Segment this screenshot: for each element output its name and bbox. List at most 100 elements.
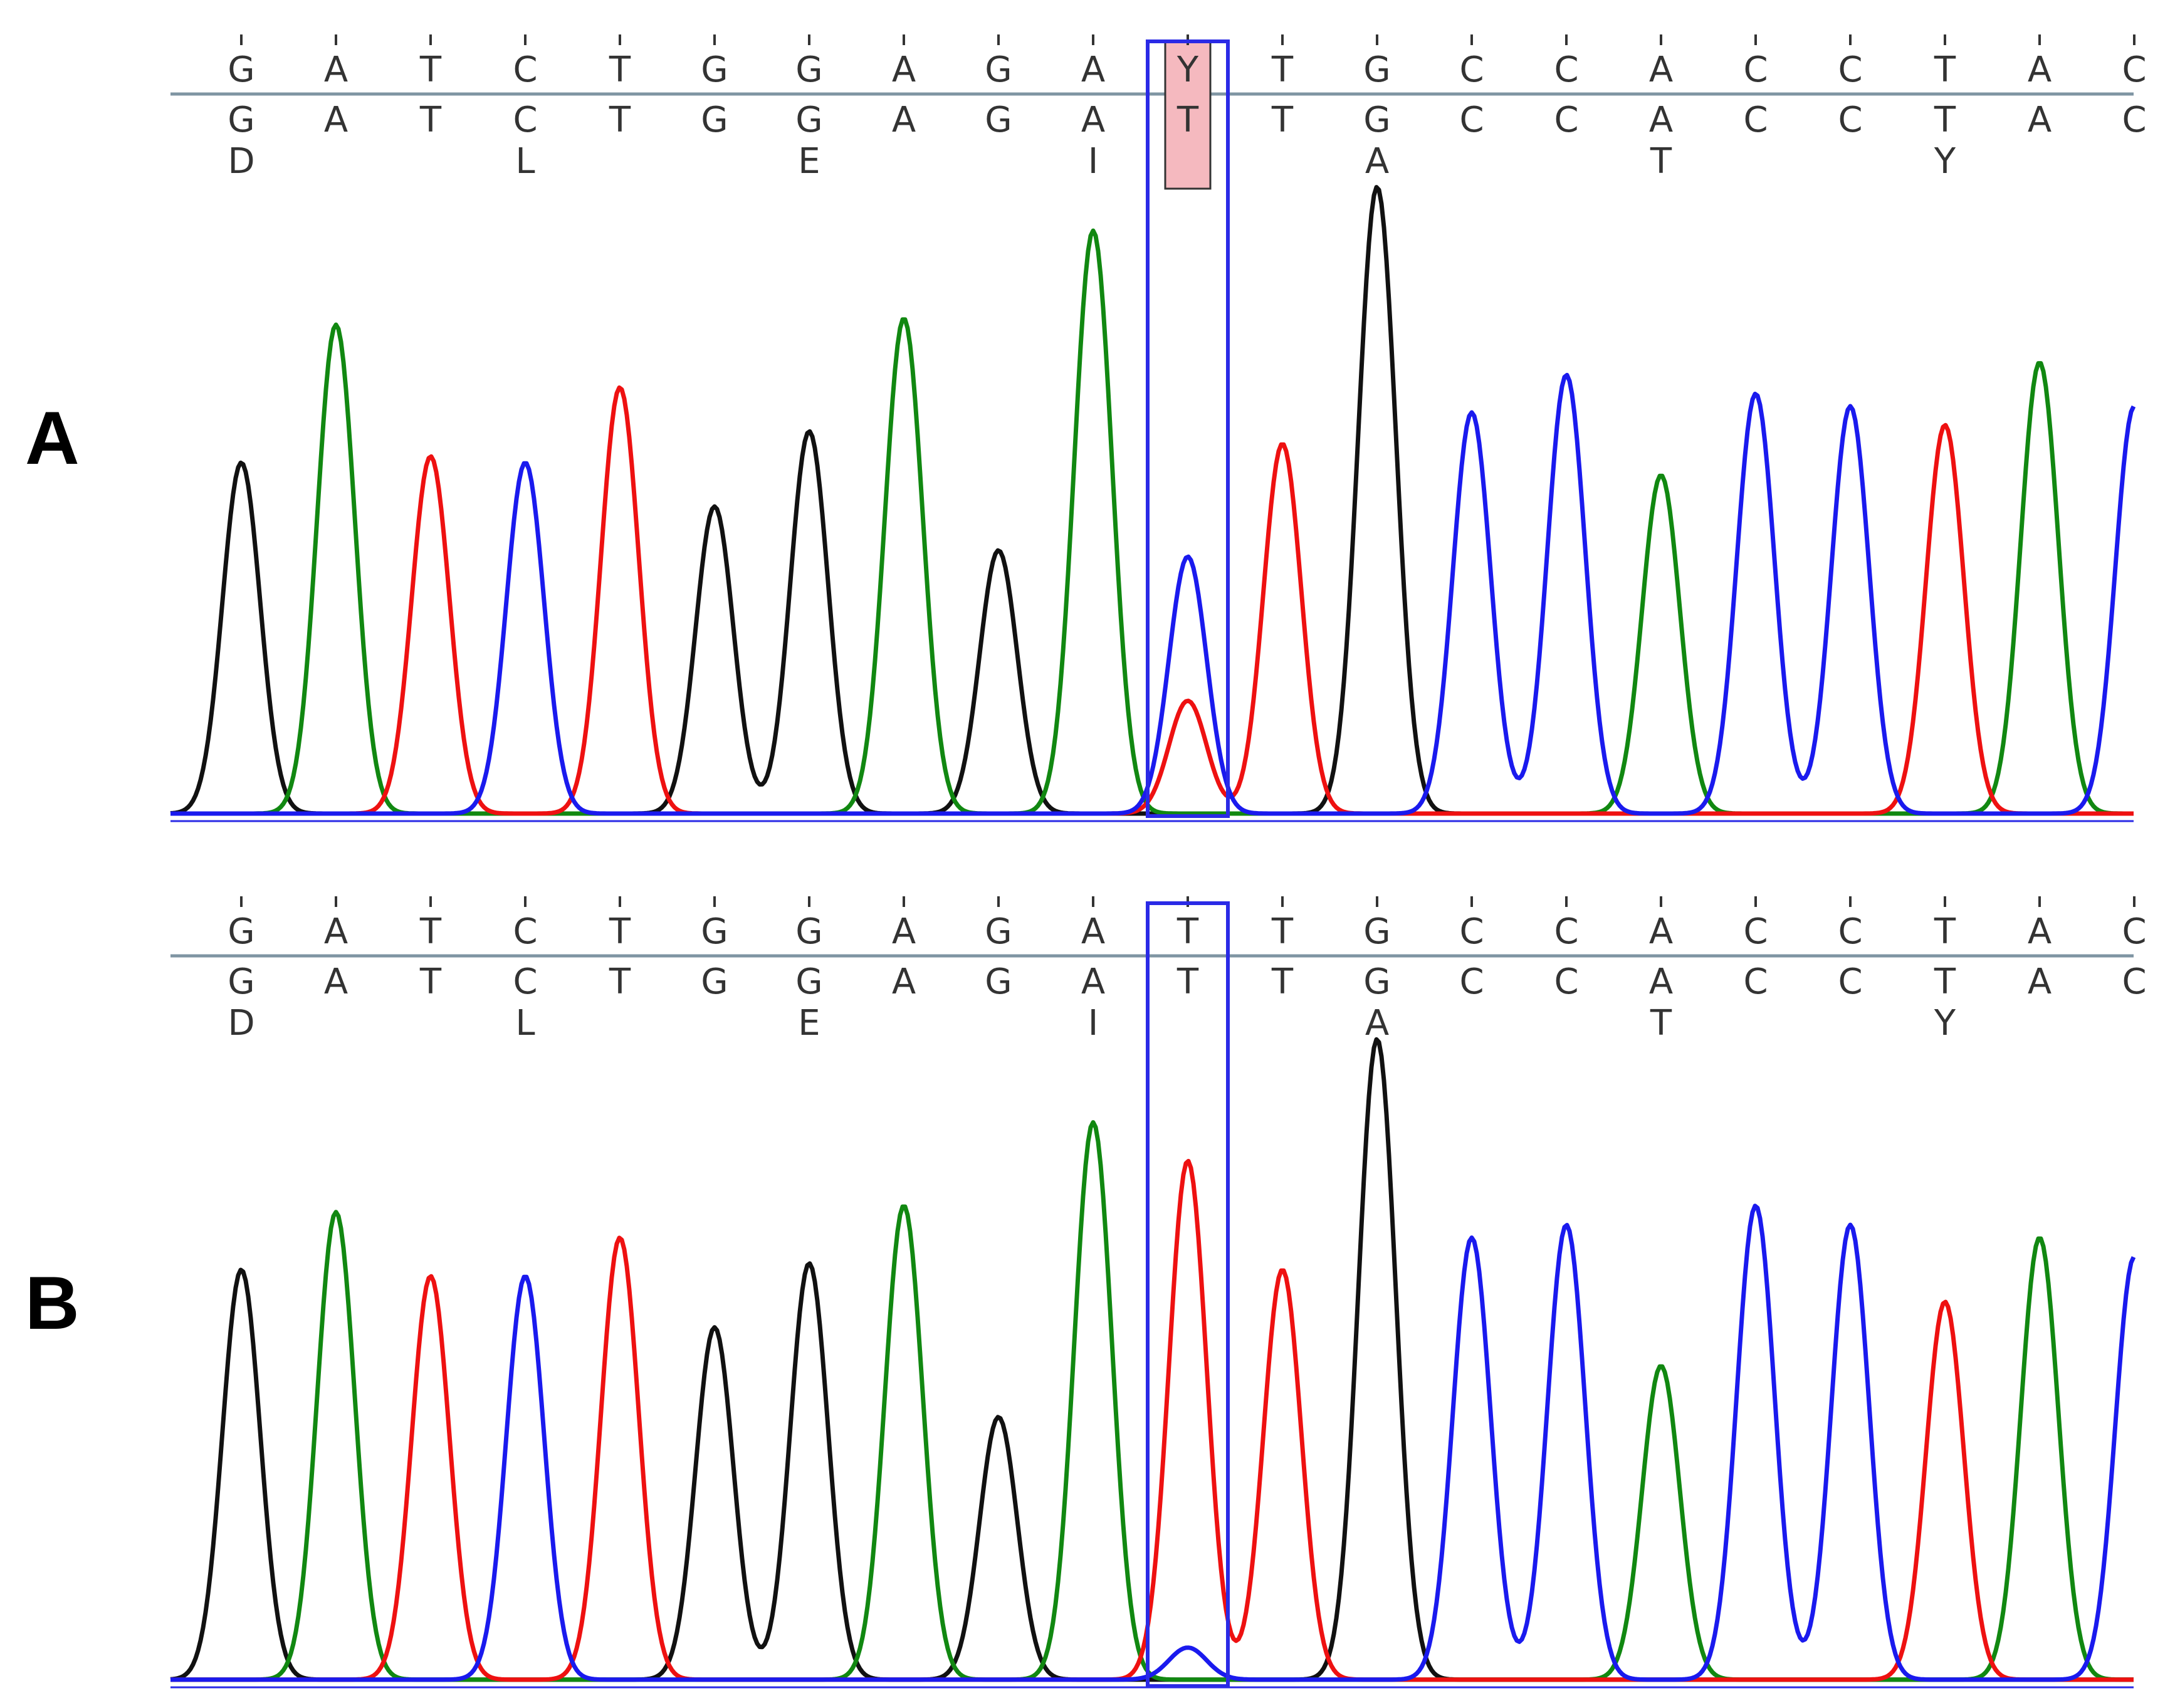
amino-acid-label: I [1088,141,1099,182]
base-call-label: T [1934,50,1956,90]
amino-acid-label: T [1650,1003,1672,1044]
peak-point-a [2039,369,2040,370]
base-call-label: A [892,50,916,90]
heterozygous-call-highlight [1164,39,1212,190]
amino-acid-label: D [228,141,254,182]
base-call-label: G [985,50,1012,90]
base-call-label: T [419,50,442,90]
peak-point-c [1471,419,1472,421]
base-call-label: C [1838,911,1862,952]
reference-base-label: T [1934,100,1956,140]
reference-base-label: A [324,100,348,140]
base-call-label: C [1554,911,1578,952]
base-call-label: G [1363,50,1390,90]
peak-point-c [1566,382,1567,383]
reference-base-label: C [513,100,537,140]
amino-acid-label: Y [1934,141,1956,182]
peak-point-a [1093,238,1094,239]
reference-base-label: C [1554,961,1578,1002]
reference-base-label: A [324,961,348,1002]
base-call-label: C [2122,50,2146,90]
base-call-label: A [324,50,348,90]
panel-a: A G A T C T G G A G A Y T G C C A C C T A CG A T C T G G A G A T T G C C A C… [25,34,2147,822]
reference-base-label: T [419,100,442,140]
panel-a-label: A [25,396,80,480]
base-call-label: A [1081,50,1105,90]
trace-c-blue [170,1203,2136,1682]
reference-base-label: T [419,961,442,1002]
reference-base-label: C [1554,100,1578,140]
reference-base-label: G [228,100,254,140]
peak-point-g [241,1277,242,1278]
base-call-label: C [1459,911,1484,952]
amino-acid-label: E [798,141,820,182]
reference-base-label: C [1838,100,1862,140]
base-call-label: A [2028,50,2052,90]
variant-position-box [1146,901,1230,1688]
trace-g-black [170,185,2134,816]
peak-point-g [998,1424,999,1425]
base-call-label: G [1363,911,1390,952]
base-call-label: T [1271,50,1294,90]
peak-point-c [1755,401,1756,402]
reference-base-label: A [892,961,916,1002]
reference-base-label: C [1459,100,1484,140]
base-call-label: C [1743,911,1768,952]
reference-base-label: A [892,100,916,140]
reference-base-label: C [2122,961,2146,1002]
base-call-label: C [1743,50,1768,90]
reference-base-label: C [1459,961,1484,1002]
variant-position-box [1146,39,1230,818]
peak-point-g [714,1334,715,1336]
base-call-label: G [228,911,254,952]
reference-base-label: C [2122,100,2146,140]
base-call-label: C [513,50,537,90]
peak-point-t [619,394,621,396]
peak-point-c [1566,1232,1567,1233]
panel-b: B G A T C T G G A G A T T G C C A C C T A CG A T C T G G A G A T T G C C A C… [25,896,2147,1689]
base-call-label: C [513,911,537,952]
base-call-label: T [419,911,442,952]
base-call-label: G [228,50,254,90]
peak-point-c [2134,413,2135,414]
peak-point-g [809,1271,810,1272]
amino-acid-label: L [515,141,535,182]
reference-base-label: T [1271,100,1294,140]
reference-base-label: C [1838,961,1862,1002]
base-call-label: C [1838,50,1862,90]
amino-acid-label: I [1088,1003,1099,1044]
reference-base-label: G [795,961,822,1002]
reference-base-label: C [1743,100,1768,140]
peak-point-t [1944,1309,1946,1310]
trace-a-green [170,228,2134,816]
reference-base-label: T [1271,961,1294,1002]
peak-point-t [1187,1168,1188,1169]
reference-base-label: A [2028,961,2052,1002]
base-call-label: C [2122,911,2146,952]
reference-base-label: G [1363,100,1390,140]
base-call-label: C [1459,50,1484,90]
trace-t-red [170,385,2134,816]
peak-point-a [903,1213,904,1214]
peak-point-a [903,325,904,327]
reference-base-label: T [609,961,631,1002]
amino-acid-label: A [1365,141,1389,182]
peak-point-a [1660,1373,1662,1374]
peak-point-t [1282,451,1283,452]
trace-t-red [170,1158,2134,1682]
amino-acid-label: L [515,1003,535,1044]
reference-base-label: G [795,100,822,140]
peak-point-c [1187,1655,1188,1656]
base-call-label: T [1934,911,1956,952]
base-call-label: A [324,911,348,952]
peak-point-t [1944,432,1946,433]
base-call-label: A [2028,911,2052,952]
peak-point-g [241,469,242,471]
reference-base-label: T [1176,100,1199,140]
amino-acid-label: D [228,1003,254,1044]
peak-point-c [1850,1232,1851,1233]
peak-point-c [525,1283,526,1284]
peak-point-t [1282,1277,1283,1278]
peak-point-g [809,438,810,439]
